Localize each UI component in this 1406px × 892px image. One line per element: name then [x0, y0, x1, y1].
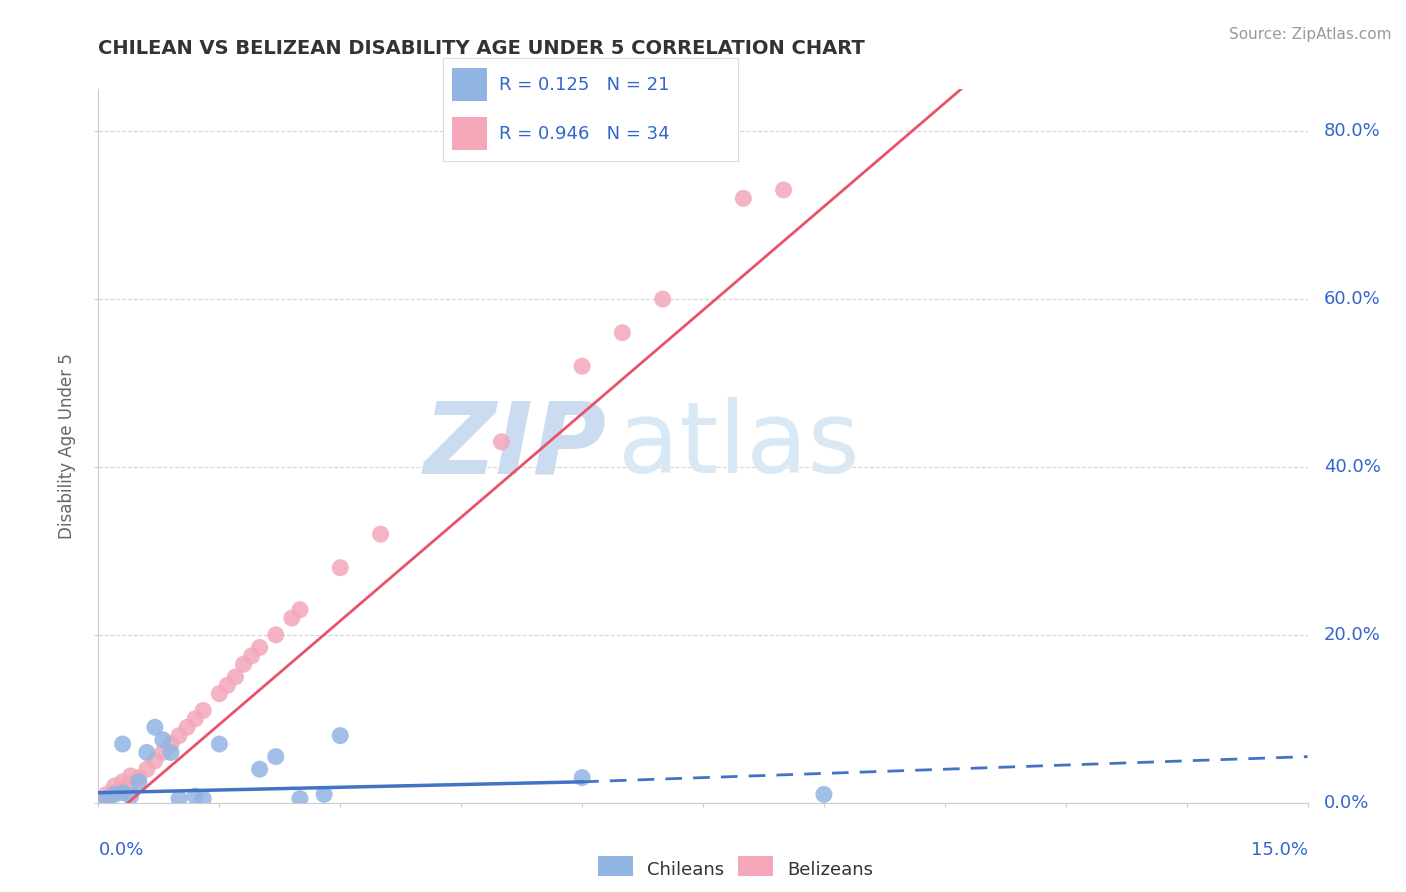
Point: [217, 678, 239, 692]
Point: [571, 771, 593, 785]
Point: [120, 769, 142, 783]
Point: [120, 777, 142, 791]
Point: [160, 746, 183, 760]
Bar: [738, 856, 773, 876]
Point: [96, 788, 118, 802]
Point: [167, 791, 190, 805]
Point: [329, 729, 352, 743]
Point: [111, 737, 134, 751]
Text: 60.0%: 60.0%: [1323, 290, 1381, 308]
Text: 20.0%: 20.0%: [1323, 626, 1381, 644]
Point: [111, 783, 134, 797]
Text: Source: ZipAtlas.com: Source: ZipAtlas.com: [1229, 27, 1392, 42]
Point: [249, 762, 271, 776]
Point: [264, 749, 287, 764]
Point: [193, 703, 215, 717]
Text: Belizeans: Belizeans: [787, 861, 873, 879]
Point: [813, 788, 835, 802]
Text: 80.0%: 80.0%: [1323, 122, 1381, 140]
Point: [96, 791, 118, 805]
Point: [143, 720, 166, 734]
Point: [135, 762, 157, 776]
Point: [232, 657, 254, 672]
Text: 40.0%: 40.0%: [1323, 458, 1381, 476]
Point: [135, 746, 157, 760]
Point: [103, 779, 125, 793]
Text: CHILEAN VS BELIZEAN DISABILITY AGE UNDER 5 CORRELATION CHART: CHILEAN VS BELIZEAN DISABILITY AGE UNDER…: [98, 39, 865, 58]
Point: [240, 648, 263, 663]
Point: [370, 527, 392, 541]
Point: [111, 774, 134, 789]
Point: [314, 788, 336, 802]
Point: [264, 628, 287, 642]
Point: [103, 786, 125, 800]
Point: [193, 791, 215, 805]
Point: [184, 789, 207, 803]
Point: [176, 720, 198, 734]
Point: [152, 732, 174, 747]
Point: [288, 791, 311, 805]
Text: R = 0.125   N = 21: R = 0.125 N = 21: [499, 76, 669, 94]
Point: [208, 737, 231, 751]
Point: [160, 737, 183, 751]
Point: [612, 326, 634, 340]
Point: [184, 712, 207, 726]
Y-axis label: Disability Age Under 5: Disability Age Under 5: [58, 353, 76, 539]
Point: [128, 774, 150, 789]
Point: [249, 640, 271, 655]
Point: [128, 771, 150, 785]
Point: [491, 434, 513, 449]
Point: [281, 611, 304, 625]
Text: atlas: atlas: [619, 398, 860, 494]
Text: R = 0.946   N = 34: R = 0.946 N = 34: [499, 125, 669, 143]
Point: [96, 791, 118, 805]
Point: [288, 603, 311, 617]
Text: Chileans: Chileans: [647, 861, 724, 879]
Point: [329, 560, 352, 574]
Point: [103, 788, 125, 802]
Point: [571, 359, 593, 374]
Text: 0.0%: 0.0%: [1323, 794, 1369, 812]
Point: [224, 670, 246, 684]
Point: [152, 746, 174, 760]
Point: [208, 687, 231, 701]
Point: [120, 789, 142, 803]
Text: 0.0%: 0.0%: [98, 840, 143, 859]
Point: [143, 754, 166, 768]
Point: [772, 183, 794, 197]
Text: ZIP: ZIP: [423, 398, 606, 494]
Bar: [451, 118, 486, 150]
Point: [167, 729, 190, 743]
Point: [651, 292, 673, 306]
Text: 15.0%: 15.0%: [1250, 840, 1308, 859]
Bar: [451, 69, 486, 101]
Bar: [598, 856, 633, 876]
Point: [733, 191, 755, 205]
Point: [111, 786, 134, 800]
